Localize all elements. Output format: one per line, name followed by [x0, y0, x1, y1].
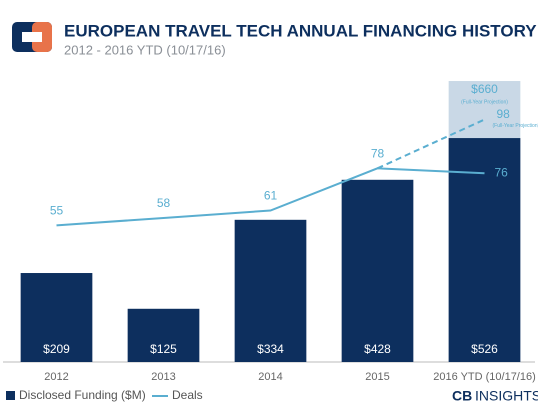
bar-value-label: $334 — [257, 342, 284, 356]
bar-value-label: $125 — [150, 342, 177, 356]
brand-light: INSIGHTS — [475, 388, 538, 404]
bar-value-label: $209 — [43, 342, 70, 356]
projection-label: $660 — [471, 82, 498, 96]
bar-value-label: $428 — [364, 342, 391, 356]
deals-label: 76 — [495, 165, 509, 179]
chart-title: EUROPEAN TRAVEL TECH ANNUAL FINANCING HI… — [64, 21, 537, 40]
deals-line — [56, 167, 485, 227]
legend-label: Deals — [172, 388, 203, 402]
deals-projection-label: 98 — [497, 107, 511, 121]
x-tick-label: 2015 — [365, 371, 389, 383]
legend-swatch — [6, 391, 15, 400]
projection-note: (Full-Year Projection) — [461, 99, 508, 105]
deals-label: 55 — [50, 204, 64, 218]
deals-label: 58 — [157, 196, 171, 210]
deals-projection-note: (Full-Year Projection) — [493, 123, 538, 129]
bar-value-label: $526 — [471, 342, 498, 356]
bar — [127, 308, 200, 362]
logo-icon — [12, 22, 52, 52]
bar — [448, 138, 521, 362]
deals-label: 78 — [371, 146, 385, 160]
deals-label: 61 — [264, 189, 278, 203]
x-tick-label: 2012 — [44, 371, 68, 383]
brand-bold: CB — [452, 388, 472, 404]
bar — [20, 273, 93, 362]
chart-subtitle: 2012 - 2016 YTD (10/17/16) — [64, 42, 226, 57]
x-tick-label: 2014 — [258, 371, 282, 383]
x-tick-label: 2013 — [151, 371, 175, 383]
x-tick-label: 2016 YTD (10/17/16) — [433, 371, 536, 383]
legend-label: Disclosed Funding ($M) — [19, 388, 146, 402]
bar — [234, 219, 307, 362]
bar — [341, 179, 414, 362]
